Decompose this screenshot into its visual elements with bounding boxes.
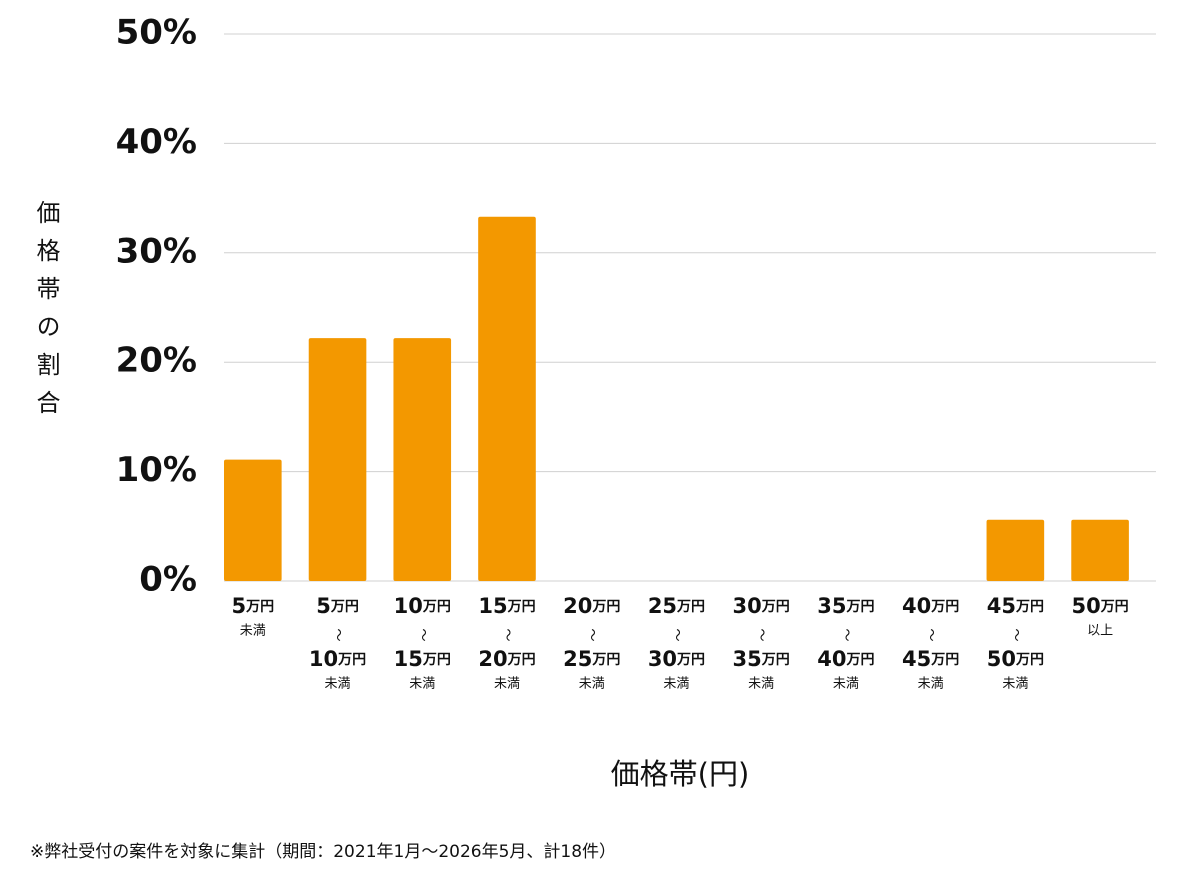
x-tick-label: 30万円	[648, 647, 705, 671]
x-tick-label: 30万円	[733, 594, 790, 618]
bar	[986, 519, 1045, 581]
x-tick-label: 以上	[1087, 624, 1113, 639]
x-tick-label: 5万円	[316, 594, 359, 618]
x-tick-label: 未満	[918, 677, 944, 692]
x-tick-label: 〜	[330, 628, 345, 641]
x-tick-label: 未満	[579, 677, 605, 692]
footnote: ※弊社受付の案件を対象に集計（期間：2021年1月〜2026年5月、計18件）	[30, 842, 616, 862]
y-tick-label: 0%	[139, 560, 197, 600]
x-tick-label: 未満	[1002, 677, 1028, 692]
y-axis-label: 価格帯の割合	[32, 200, 60, 428]
x-tick-label: 50万円	[987, 647, 1044, 671]
y-tick-label: 30%	[116, 231, 197, 271]
bar	[224, 459, 282, 581]
x-tick-label: 45万円	[902, 647, 959, 671]
x-tick-label: 未満	[409, 677, 435, 692]
x-tick-label: 40万円	[817, 647, 874, 671]
x-tick-label: 〜	[415, 628, 430, 641]
x-tick-label: 5万円	[231, 594, 274, 618]
x-tick-label: 10万円	[309, 647, 366, 671]
x-axis-label: 価格帯(円)	[611, 757, 750, 791]
y-tick-label: 40%	[116, 122, 197, 162]
y-tick-label: 10%	[116, 450, 197, 490]
x-tick-label: 35万円	[817, 594, 874, 618]
x-tick-label: 15万円	[478, 594, 535, 618]
x-tick-label: 20万円	[478, 647, 535, 671]
x-tick-label: 45万円	[987, 594, 1044, 618]
x-tick-label: 25万円	[648, 594, 705, 618]
x-tick-label: 〜	[499, 628, 514, 641]
bar	[1071, 519, 1129, 581]
x-tick-label: 50万円	[1071, 594, 1128, 618]
x-tick-label: 〜	[669, 628, 684, 641]
x-tick-label: 〜	[838, 628, 853, 641]
x-tick-label: 40万円	[902, 594, 959, 618]
bar	[393, 338, 452, 581]
x-tick-label: 〜	[584, 628, 599, 641]
x-tick-label: 未満	[748, 677, 774, 692]
x-tick-label: 〜	[1008, 628, 1023, 641]
x-tick-label: 20万円	[563, 594, 620, 618]
x-tick-label: 〜	[923, 628, 938, 641]
x-tick-label: 〜	[754, 628, 769, 641]
x-tick-label: 10万円	[394, 594, 451, 618]
x-tick-label: 未満	[494, 677, 520, 692]
x-tick-label: 15万円	[394, 647, 451, 671]
x-tick-label: 35万円	[733, 647, 790, 671]
x-tick-label: 未満	[325, 677, 351, 692]
x-tick-label: 25万円	[563, 647, 620, 671]
bar	[478, 216, 536, 581]
x-tick-label: 未満	[833, 677, 859, 692]
y-tick-label: 20%	[116, 341, 197, 381]
bar	[308, 338, 367, 581]
y-tick-label: 50%	[116, 13, 197, 53]
x-tick-label: 未満	[240, 624, 266, 639]
x-tick-label: 未満	[663, 677, 689, 692]
